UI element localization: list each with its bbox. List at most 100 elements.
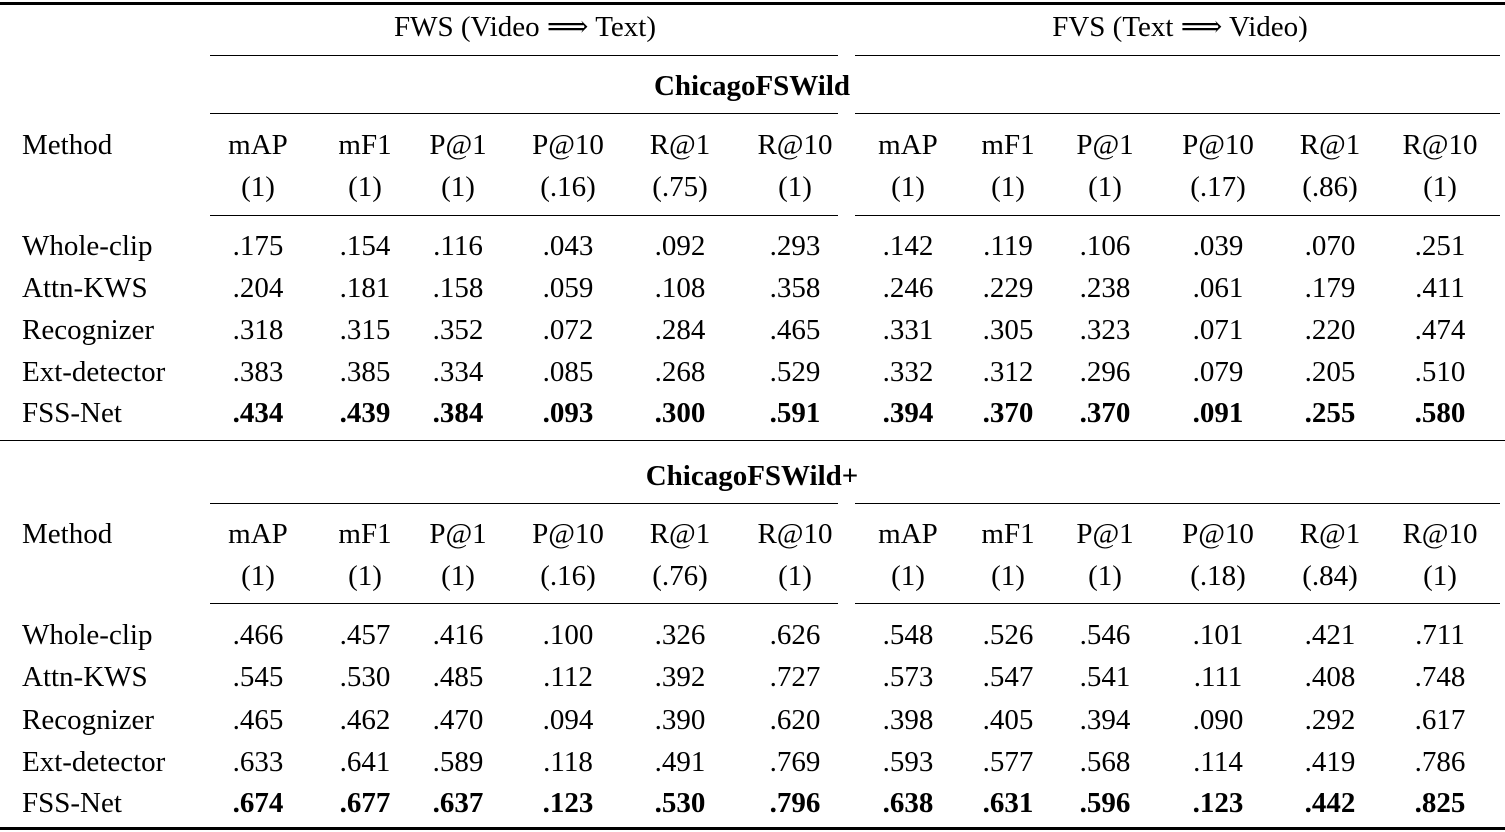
metric-header-fws: R@1 <box>649 518 711 550</box>
method-name: Ext-detector <box>22 746 166 778</box>
cell-fvs: .541 <box>1079 661 1131 693</box>
cell-fws: .092 <box>654 230 706 262</box>
cell-fvs: .405 <box>982 704 1034 736</box>
metric-header-fvs: P@1 <box>1076 518 1134 550</box>
cell-fws: .637 <box>432 787 484 819</box>
group-rule-left <box>210 55 838 57</box>
method-name: Recognizer <box>22 704 155 736</box>
metric-header-fws: mAP <box>228 518 288 550</box>
cell-fvs: .039 <box>1192 230 1244 262</box>
cell-fws: .390 <box>654 704 706 736</box>
cell-fvs: .419 <box>1304 746 1356 778</box>
cell-fvs: .548 <box>882 619 934 651</box>
cell-fvs: .246 <box>882 272 934 304</box>
section-rule-right <box>855 113 1500 115</box>
method-name: Whole-clip <box>22 619 153 651</box>
cell-fvs: .229 <box>982 272 1034 304</box>
cell-fws: .633 <box>232 746 284 778</box>
cell-fws: .589 <box>432 746 484 778</box>
metric-header-fws: mF1 <box>338 129 392 161</box>
upper-bound-fws: (1) <box>778 560 812 592</box>
cell-fws: .677 <box>339 787 391 819</box>
upper-bound-fws: (1) <box>778 171 812 203</box>
cell-fws: .093 <box>542 397 594 429</box>
cell-fvs: .331 <box>882 314 934 346</box>
upper-bound-fws: (.16) <box>540 560 596 592</box>
cell-fws: .100 <box>542 619 594 651</box>
cell-fvs: .123 <box>1192 787 1244 819</box>
metric-header-fvs: R@10 <box>1402 129 1478 161</box>
method-name: Attn-KWS <box>22 272 148 304</box>
metric-header-fvs: mF1 <box>981 129 1035 161</box>
upper-bound-fvs: (1) <box>891 560 925 592</box>
cell-fws: .284 <box>654 314 706 346</box>
cell-fvs: .079 <box>1192 356 1244 388</box>
cell-fws: .043 <box>542 230 594 262</box>
metric-header-fws: P@10 <box>532 129 604 161</box>
cell-fvs: .296 <box>1079 356 1131 388</box>
upper-bound-fvs: (1) <box>1423 560 1457 592</box>
cell-fvs: .255 <box>1304 397 1356 429</box>
cell-fvs: .119 <box>983 230 1033 262</box>
cell-fws: .727 <box>769 661 821 693</box>
cell-fvs: .394 <box>882 397 934 429</box>
cell-fvs: .617 <box>1414 704 1466 736</box>
upper-bound-fws: (.75) <box>652 171 708 203</box>
upper-bound-fvs: (.18) <box>1190 560 1246 592</box>
upper-bound-fvs: (.84) <box>1302 560 1358 592</box>
metric-header-fvs: R@10 <box>1402 518 1478 550</box>
cell-fvs: .596 <box>1079 787 1131 819</box>
cell-fws: .385 <box>339 356 391 388</box>
cell-fvs: .142 <box>882 230 934 262</box>
metric-header-fvs: R@1 <box>1299 518 1361 550</box>
cell-fws: .358 <box>769 272 821 304</box>
method-name: Attn-KWS <box>22 661 148 693</box>
cell-fws: .796 <box>769 787 821 819</box>
cell-fvs: .547 <box>982 661 1034 693</box>
cell-fws: .268 <box>654 356 706 388</box>
upper-bound-fvs: (1) <box>1088 560 1122 592</box>
cell-fvs: .786 <box>1414 746 1466 778</box>
cell-fws: .072 <box>542 314 594 346</box>
cell-fvs: .370 <box>982 397 1034 429</box>
header-rule-left <box>210 603 838 605</box>
method-name: Recognizer <box>22 314 155 346</box>
upper-bound-fvs: (1) <box>1088 171 1122 203</box>
cell-fvs: .593 <box>882 746 934 778</box>
cell-fws: .326 <box>654 619 706 651</box>
metric-header-fvs: P@1 <box>1076 129 1134 161</box>
cell-fws: .491 <box>654 746 706 778</box>
cell-fws: .530 <box>654 787 706 819</box>
section-rule-left <box>210 113 838 115</box>
cell-fvs: .090 <box>1192 704 1244 736</box>
cell-fvs: .205 <box>1304 356 1356 388</box>
upper-bound-fws: (1) <box>241 171 275 203</box>
cell-fvs: .526 <box>982 619 1034 651</box>
cell-fvs: .421 <box>1304 619 1356 651</box>
group-header-fvs: FVS (Text ⟹ Video) <box>1052 11 1308 43</box>
cell-fvs: .474 <box>1414 314 1466 346</box>
metric-header-fvs: R@1 <box>1299 129 1361 161</box>
cell-fws: .769 <box>769 746 821 778</box>
cell-fvs: .638 <box>882 787 934 819</box>
cell-fws: .434 <box>232 397 284 429</box>
cell-fvs: .442 <box>1304 787 1356 819</box>
upper-bound-fvs: (.17) <box>1190 171 1246 203</box>
section-rule-right <box>855 503 1500 505</box>
top-rule <box>0 2 1505 5</box>
cell-fws: .112 <box>543 661 593 693</box>
group-header-fws: FWS (Video ⟹ Text) <box>394 11 656 43</box>
method-name: FSS-Net <box>22 397 122 429</box>
cell-fvs: .179 <box>1304 272 1356 304</box>
cell-fvs: .370 <box>1079 397 1131 429</box>
method-name: Ext-detector <box>22 356 166 388</box>
cell-fvs: .580 <box>1414 397 1466 429</box>
cell-fws: .392 <box>654 661 706 693</box>
metric-header-fws: R@10 <box>757 518 833 550</box>
metric-header-fws: R@10 <box>757 129 833 161</box>
cell-fvs: .394 <box>1079 704 1131 736</box>
cell-fvs: .220 <box>1304 314 1356 346</box>
method-name: Whole-clip <box>22 230 153 262</box>
cell-fws: .591 <box>769 397 821 429</box>
cell-fws: .123 <box>542 787 594 819</box>
